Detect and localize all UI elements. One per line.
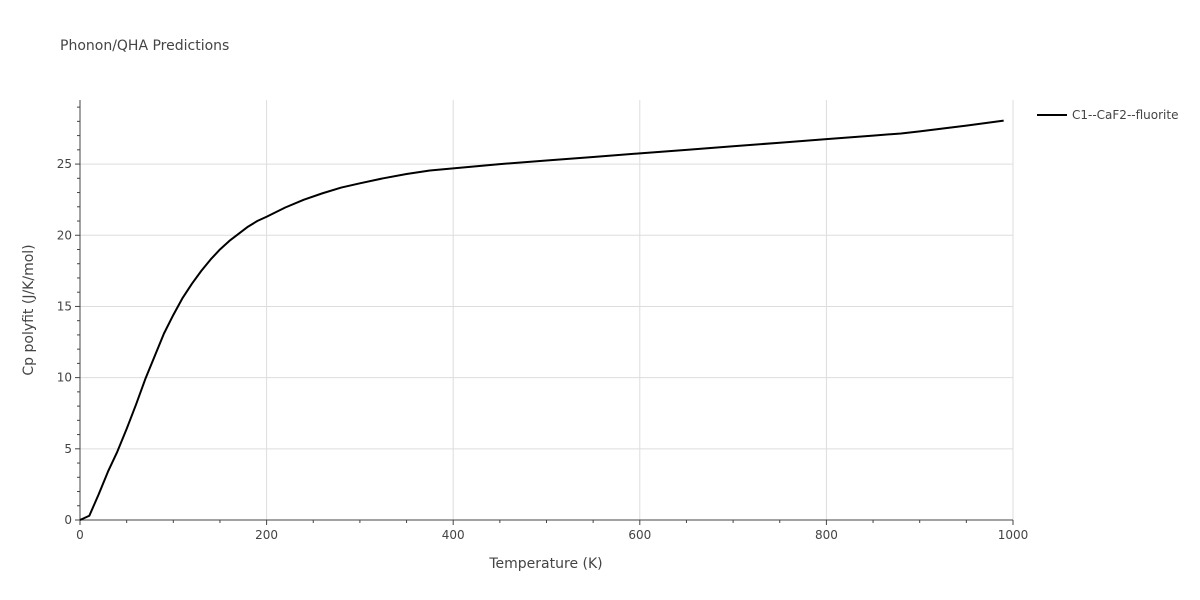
y-tick-label: 10 [57, 371, 72, 385]
y-tick-label: 20 [57, 228, 72, 242]
x-tick-label: 200 [255, 528, 278, 542]
y-tick-label: 5 [64, 442, 72, 456]
y-axis-title: Cp polyfit (J/K/mol) [21, 244, 37, 375]
x-axis-title: Temperature (K) [488, 556, 602, 572]
axes [79, 100, 1013, 521]
legend[interactable]: C1--CaF2--fluorite [1037, 108, 1178, 122]
y-tick-label: 15 [57, 299, 72, 313]
x-tick-label: 400 [442, 528, 465, 542]
y-tick-label: 25 [57, 157, 72, 171]
grid [80, 100, 1014, 520]
series-line [79, 119, 1004, 521]
legend-label[interactable]: C1--CaF2--fluorite [1072, 108, 1178, 122]
chart-title: Phonon/QHA Predictions [60, 38, 229, 54]
series-lines [79, 119, 1004, 521]
x-tick-label: 800 [815, 528, 838, 542]
x-tick-label: 0 [76, 528, 84, 542]
y-ticks: 0 5 10 15 20 25 [57, 106, 80, 527]
x-ticks: 0 200 400 600 800 1000 [76, 520, 1028, 542]
x-tick-label: 1000 [998, 528, 1029, 542]
y-tick-label: 0 [64, 513, 72, 527]
x-tick-label: 600 [628, 528, 651, 542]
